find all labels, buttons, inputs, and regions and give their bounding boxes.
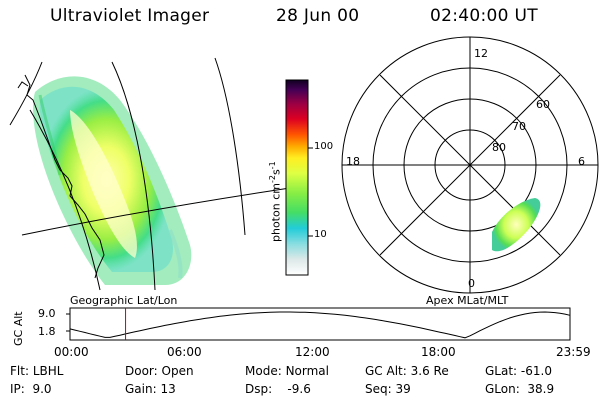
altitude-ytick-low: 1.8 <box>38 325 56 338</box>
colorbar-tick-100: 100 <box>314 141 334 152</box>
info-dsp: Dsp: -9.6 <box>245 382 311 396</box>
info-gain: Gain: 13 <box>125 382 176 396</box>
mlt-label-0: 0 <box>468 277 475 290</box>
colorbar-unit-label: photon cm-2s-1 <box>268 161 283 242</box>
mlt-label-12: 12 <box>474 47 488 60</box>
altitude-curve <box>69 311 571 339</box>
coastline-island <box>17 81 29 89</box>
lat-label-80: 80 <box>492 141 506 154</box>
colorbar <box>285 79 309 276</box>
info-gc-alt: GC Alt: 3.6 Re <box>365 364 449 378</box>
coastline <box>24 74 105 279</box>
lat-label-70: 70 <box>512 120 526 133</box>
altitude-ytick-high: 9.0 <box>38 307 56 320</box>
altitude-ticks <box>66 313 70 332</box>
geographic-caption: Geographic Lat/Lon <box>70 294 178 307</box>
info-door: Door: Open <box>125 364 194 378</box>
mlt-label-6: 6 <box>578 155 585 168</box>
altitude-ylabel: GC Alt <box>12 311 25 346</box>
aurora-image <box>33 76 192 285</box>
apex-caption: Apex MLat/MLT <box>426 294 509 307</box>
time-label: 02:40:00 UT <box>430 6 538 26</box>
date-label: 28 Jun 00 <box>276 6 360 26</box>
altitude-plot-frame <box>69 307 571 341</box>
instrument-title: Ultraviolet Imager <box>50 6 210 26</box>
colorbar-ticks <box>308 147 313 237</box>
xtick-0000: 00:00 <box>54 345 89 359</box>
info-flt: Flt: LBHL <box>10 364 64 378</box>
auroral-oval <box>492 198 541 252</box>
mlt-label-18: 18 <box>346 155 360 168</box>
info-glat: GLat: -61.0 <box>485 364 552 378</box>
info-ip: IP: 9.0 <box>10 382 52 396</box>
colorbar-tick-10: 10 <box>314 229 327 240</box>
info-mode: Mode: Normal <box>245 364 329 378</box>
lat-label-60: 60 <box>536 98 550 111</box>
xtick-0600: 06:00 <box>167 345 202 359</box>
xtick-2359: 23:59 <box>556 345 591 359</box>
info-seq: Seq: 39 <box>365 382 411 396</box>
xtick-1200: 12:00 <box>295 345 330 359</box>
xtick-1800: 18:00 <box>421 345 456 359</box>
polar-grid <box>341 36 599 294</box>
geo-grid <box>9 57 291 291</box>
info-glon: GLon: 38.9 <box>485 382 555 396</box>
